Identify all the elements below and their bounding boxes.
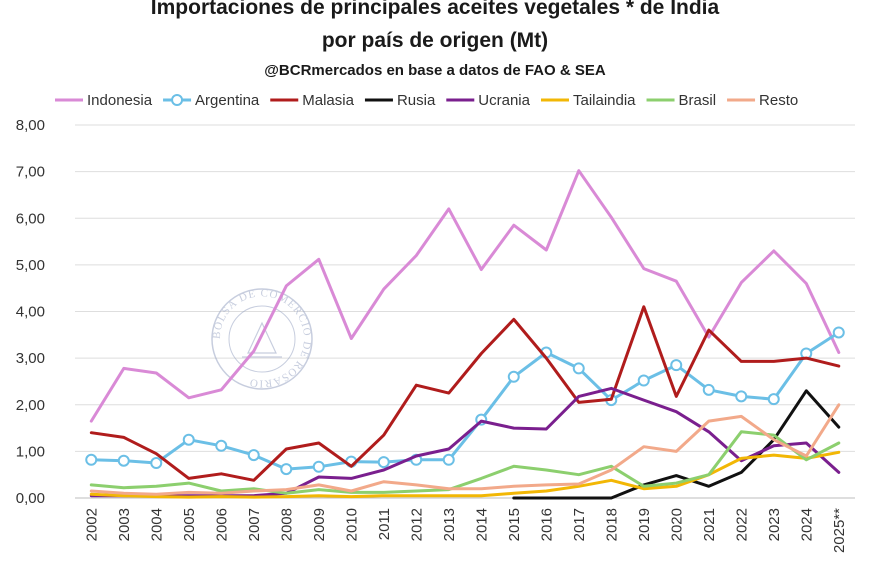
seal-outer-ring — [211, 288, 313, 390]
data-point-argentina — [442, 453, 455, 466]
y-tick-label: 3,00 — [16, 350, 45, 367]
series-indonesia — [89, 169, 841, 423]
series-line-malasia — [89, 305, 841, 482]
x-tick-label: 2007 — [246, 508, 263, 541]
legend-label: Resto — [759, 92, 798, 109]
y-tick-label: 8,00 — [16, 117, 45, 134]
x-tick-label: 2009 — [311, 508, 328, 541]
legend-marker — [171, 94, 184, 106]
x-tick-label: 2020 — [668, 508, 685, 541]
seal-inner-ring — [228, 305, 296, 373]
x-tick-label: 2022 — [733, 508, 750, 541]
seal-emblem-icon — [247, 321, 277, 354]
x-tick-label: 2010 — [343, 508, 360, 541]
data-point-argentina — [767, 393, 780, 406]
legend-label: Rusia — [397, 92, 436, 109]
legend-label: Indonesia — [87, 92, 153, 109]
y-tick-label: 5,00 — [16, 257, 45, 274]
x-tick-label: 2014 — [473, 508, 490, 541]
y-tick-label: 4,00 — [16, 304, 45, 321]
data-point-argentina — [182, 433, 195, 446]
y-tick-label: 7,00 — [16, 164, 45, 181]
x-tick-label: 2002 — [83, 508, 100, 541]
data-point-argentina — [832, 326, 845, 339]
legend-label: Argentina — [195, 92, 260, 109]
gridlines — [75, 124, 855, 499]
series-malasia — [89, 305, 841, 482]
data-point-argentina — [377, 456, 390, 469]
x-tick-label: 2006 — [213, 508, 230, 541]
data-point-argentina — [150, 457, 163, 470]
x-tick-label: 2005 — [181, 508, 198, 541]
data-point-argentina — [572, 362, 585, 375]
legend-label: Ucrania — [478, 92, 530, 109]
chart-title-line2: por país de origen (Mt) — [322, 29, 548, 52]
chart-title-line1: Importaciones de principales aceites veg… — [151, 0, 720, 19]
y-tick-label: 2,00 — [16, 397, 45, 414]
y-tick-label: 6,00 — [16, 210, 45, 227]
x-axis: 2002 2003 2004 2005 2006 2007 2008 2009 2010 2011… — [83, 508, 848, 553]
series-tailaindia — [89, 450, 841, 499]
y-axis: 0,00 1,00 2,00 3,00 4,00 5,00 6,00 7,00 8,00 — [16, 117, 45, 507]
x-tick-label: 2012 — [408, 508, 425, 541]
series-resto — [89, 403, 841, 496]
x-tick-label: 2008 — [278, 508, 295, 541]
x-tick-label: 2019 — [636, 508, 653, 541]
data-point-argentina — [247, 449, 260, 462]
series-brasil — [89, 430, 841, 495]
x-tick-label: 2018 — [603, 508, 620, 541]
x-tick-label: 2011 — [376, 508, 393, 540]
series-line-resto — [89, 403, 841, 496]
x-tick-label: 2025** — [831, 508, 848, 553]
data-point-argentina — [670, 359, 683, 372]
legend-item-tailaindia: Tailaindia — [540, 92, 636, 109]
watermark-seal: BOLSA DE COMERCIO DE ROSARIO — [211, 287, 313, 390]
x-tick-label: 2003 — [116, 508, 133, 541]
legend-label: Brasil — [679, 92, 717, 109]
data-point-argentina — [735, 390, 748, 403]
data-point-argentina — [85, 453, 98, 466]
legend-label: Malasia — [302, 92, 354, 109]
x-tick-label: 2021 — [701, 508, 718, 541]
legend-item-rusia: Rusia — [364, 92, 436, 109]
watermark-group: BOLSA DE COMERCIO DE ROSARIO — [211, 287, 313, 390]
x-tick-label: 2004 — [148, 508, 165, 541]
data-point-argentina — [312, 460, 325, 473]
x-tick-label: 2016 — [538, 508, 555, 541]
legend-item-ucrania: Ucrania — [446, 92, 531, 109]
legend-item-malasia: Malasia — [270, 92, 355, 109]
series-line-brasil — [89, 430, 841, 495]
data-point-argentina — [280, 463, 293, 476]
series-line-indonesia — [89, 169, 841, 423]
chart-subtitle: @BCRmercados en base a datos de FAO & SE… — [264, 62, 606, 79]
legend-label: Tailaindia — [573, 92, 636, 109]
data-point-argentina — [507, 370, 520, 383]
legend: Indonesia Argentina Malasia Rusia Ucrania Tai… — [55, 92, 798, 109]
series-line-tailaindia — [89, 450, 841, 499]
legend-item-resto: Resto — [727, 92, 798, 109]
series-line-rusia — [512, 389, 841, 500]
data-point-argentina — [117, 454, 130, 467]
x-tick-label: 2024 — [798, 508, 815, 541]
y-tick-label: 0,00 — [16, 490, 45, 507]
series-rusia — [512, 389, 841, 500]
legend-item-argentina: Argentina — [163, 92, 260, 109]
y-tick-label: 1,00 — [16, 443, 45, 460]
data-point-argentina — [702, 383, 715, 396]
series-lines — [85, 169, 845, 500]
legend-item-brasil: Brasil — [646, 92, 717, 109]
x-tick-label: 2023 — [766, 508, 783, 541]
x-tick-label: 2013 — [441, 508, 458, 541]
x-tick-label: 2017 — [571, 508, 588, 541]
legend-item-indonesia: Indonesia — [55, 92, 153, 109]
data-point-argentina — [637, 374, 650, 387]
x-tick-label: 2015 — [506, 508, 523, 541]
data-point-argentina — [215, 439, 228, 452]
